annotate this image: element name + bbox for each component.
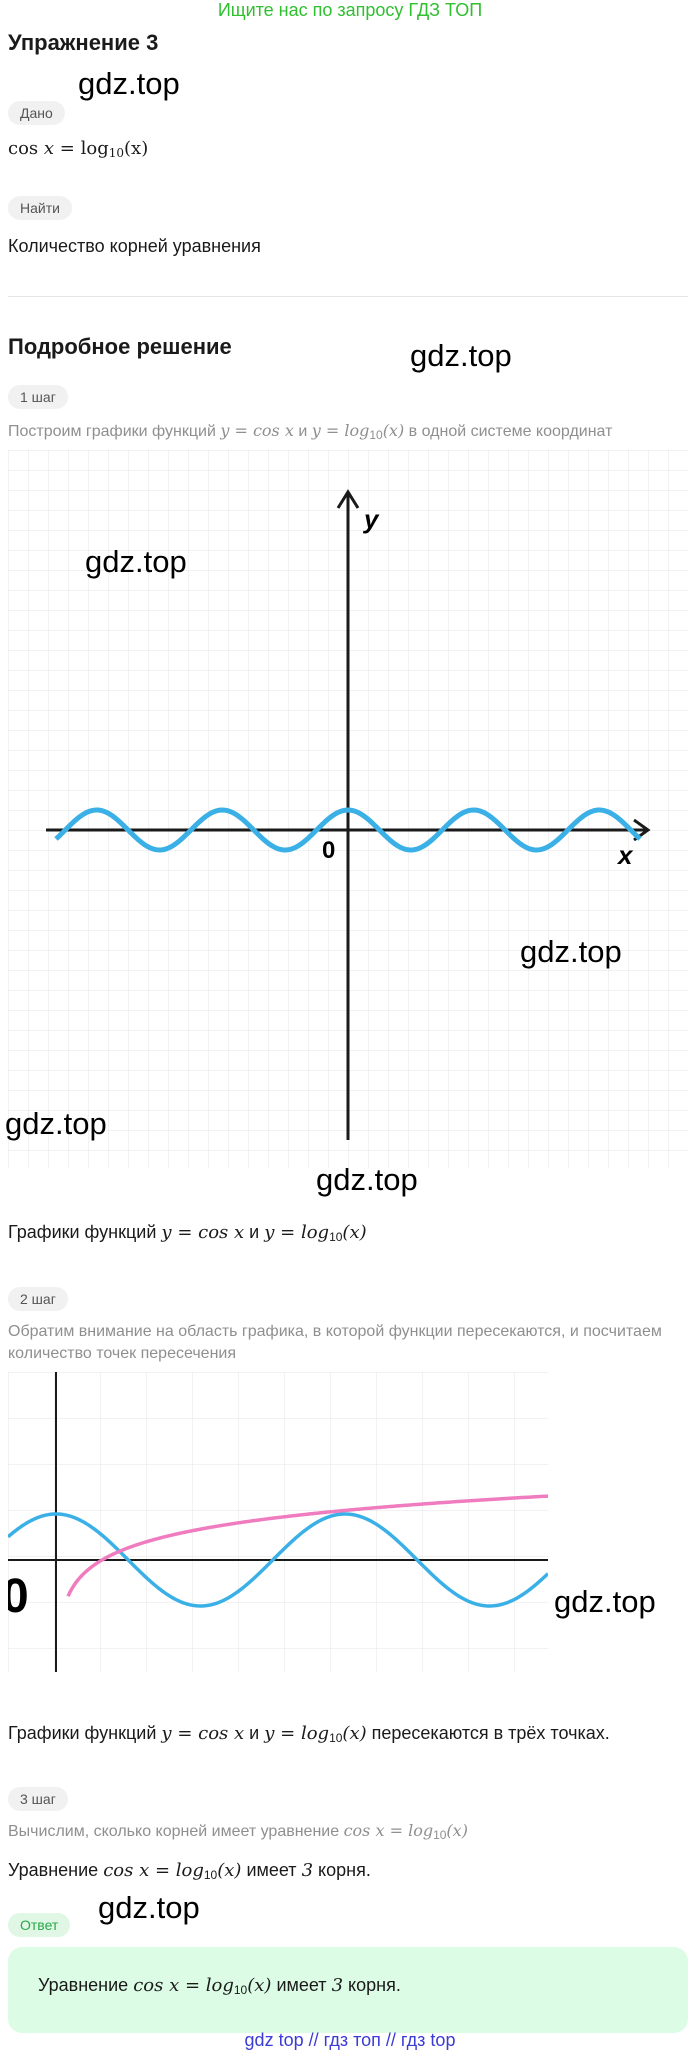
step2-text: Обратим внимание на область графика, в к… <box>8 1323 662 1362</box>
answer-box: Уравнение cos x = log10(x) имеет 3 корня… <box>8 1947 688 2033</box>
log-curve <box>66 1494 548 1597</box>
step3-badge: 3 шаг <box>8 1787 68 1811</box>
given-equation: cos x = log10(x) <box>8 138 149 160</box>
watermark: gdz.top <box>316 1162 418 1197</box>
graph2-caption: Графики функций y = cos x и y = log10(x)… <box>8 1723 610 1745</box>
step1-text: Построим графики функций y = cos x и y =… <box>8 421 613 442</box>
watermark: gdz.top <box>410 338 512 373</box>
promo-banner: Ищите нас по запросу ГДЗ ТОП <box>217 0 483 20</box>
result-text: Уравнение cos x = log10(x) имеет 3 корня… <box>8 1860 371 1882</box>
graph1-caption: Графики функций y = cos x и y = log10(x) <box>8 1222 367 1244</box>
graph-cos-log-zoom: 0 <box>8 1372 548 1672</box>
origin-label: 0 <box>322 837 335 864</box>
solution-title: Подробное решение <box>8 334 232 359</box>
answer-text: Уравнение cos x = log10(x) имеет 3 корня… <box>38 1975 401 1997</box>
watermark: gdz.top <box>78 66 180 101</box>
step1-badge: 1 шаг <box>8 385 68 409</box>
cos-curve <box>8 1512 548 1608</box>
cos-curve <box>54 807 642 853</box>
y-axis-label: y <box>362 504 380 534</box>
section-divider <box>8 296 688 297</box>
watermark: gdz.top <box>554 1584 656 1619</box>
graph-cos-log-full: y x 0 <box>8 450 688 1168</box>
watermark: gdz.top <box>520 934 622 969</box>
x-axis-label: x <box>616 840 634 870</box>
watermark: gdz.top <box>98 1890 200 1925</box>
find-badge: Найти <box>8 196 72 220</box>
exercise-title: Упражнение 3 <box>8 30 159 55</box>
cropped-glyph: 0 <box>8 1570 29 1623</box>
find-text: Количество корней уравнения <box>8 236 261 256</box>
watermark: gdz.top <box>85 544 187 579</box>
step3-text: Вычислим, сколько корней имеет уравнение… <box>8 1821 468 1842</box>
given-badge: Дано <box>8 101 65 125</box>
answer-badge: Ответ <box>8 1913 71 1937</box>
step2-badge: 2 шаг <box>8 1287 68 1311</box>
watermark: gdz.top <box>5 1106 107 1141</box>
footer-links[interactable]: gdz top // гдз топ // гдз top <box>244 2030 456 2050</box>
y-axis-arrow <box>336 489 360 509</box>
